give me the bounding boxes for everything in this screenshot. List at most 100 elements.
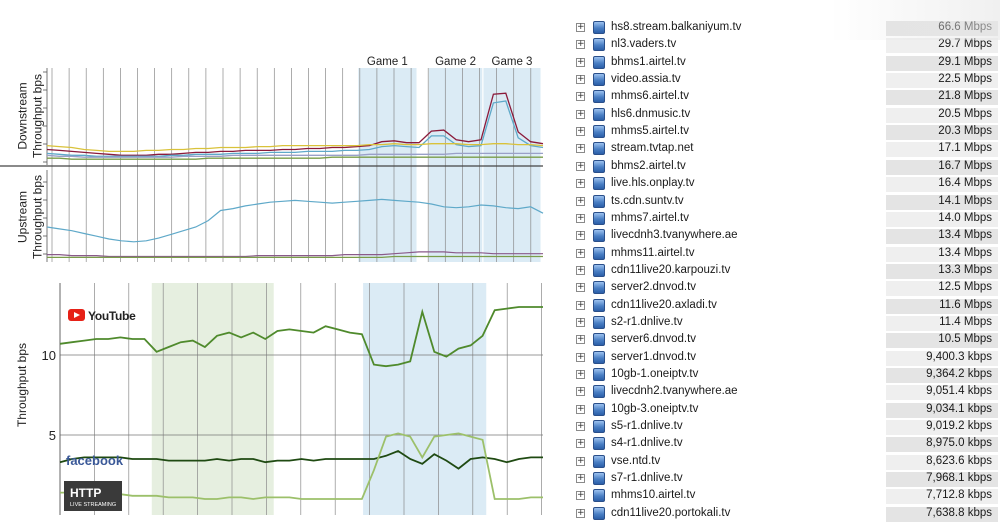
list-item[interactable]: + nl3.vaders.tv 29.7 Mbps <box>572 37 1000 54</box>
list-item[interactable]: + vse.ntd.tv 8,623.6 kbps <box>572 454 1000 471</box>
list-item[interactable]: + cdn11live20.portokali.tv 7,638.8 kbps <box>572 506 1000 523</box>
list-item[interactable]: + bhms1.airtel.tv 29.1 Mbps <box>572 55 1000 72</box>
host-icon <box>593 211 605 225</box>
downstream-line-series-3 <box>46 143 544 153</box>
expand-icon[interactable]: + <box>576 126 585 137</box>
host-icon <box>593 229 605 243</box>
host-rate: 10.5 Mbps <box>886 333 998 349</box>
list-item[interactable]: + hs8.stream.balkaniyum.tv 66.6 Mbps <box>572 20 1000 37</box>
expand-icon[interactable]: + <box>576 212 585 223</box>
host-name: bhms2.airtel.tv <box>611 159 686 172</box>
list-item[interactable]: + hls6.dnmusic.tv 20.5 Mbps <box>572 107 1000 124</box>
host-icon <box>593 368 605 381</box>
expand-icon[interactable]: + <box>576 473 585 484</box>
expand-icon[interactable]: + <box>576 143 585 154</box>
host-rate: 14.0 Mbps <box>886 211 998 227</box>
list-item[interactable]: + stream.tvtap.net 17.1 Mbps <box>572 141 1000 158</box>
hls-badge-title: HTTP <box>70 486 101 500</box>
expand-icon[interactable]: + <box>576 369 585 379</box>
expand-icon[interactable]: + <box>576 160 585 171</box>
host-rate: 21.8 Mbps <box>886 90 998 106</box>
list-item[interactable]: + bhms2.airtel.tv 16.7 Mbps <box>572 159 1000 176</box>
streaming-line-http-live-streaming <box>60 432 543 500</box>
host-rate: 16.4 Mbps <box>886 177 998 193</box>
list-item[interactable]: + video.assia.tv 22.5 Mbps <box>572 72 1000 89</box>
host-rate: 7,968.1 kbps <box>886 472 998 488</box>
host-name: nl3.vaders.tv <box>611 38 677 51</box>
list-item[interactable]: + mhms6.airtel.tv 21.8 Mbps <box>572 89 1000 106</box>
expand-icon[interactable]: + <box>576 264 585 275</box>
expand-icon[interactable]: + <box>576 282 585 293</box>
expand-icon[interactable]: + <box>576 91 585 102</box>
host-name: live.hls.onplay.tv <box>611 177 695 190</box>
expand-icon[interactable]: + <box>576 299 585 310</box>
expand-icon[interactable]: + <box>576 490 585 501</box>
host-icon <box>593 472 605 486</box>
host-rate: 8,975.0 kbps <box>886 437 998 453</box>
host-rate: 9,364.2 kbps <box>886 368 998 383</box>
expand-icon[interactable]: + <box>576 74 585 85</box>
list-item[interactable]: + s2-r1.dnlive.tv 11.4 Mbps <box>572 315 1000 332</box>
hls-badge-bg <box>64 481 122 511</box>
list-item[interactable]: + cdn11live20.axladi.tv 11.6 Mbps <box>572 298 1000 315</box>
host-rate: 29.1 Mbps <box>886 55 998 71</box>
list-item[interactable]: + mhms5.airtel.tv 20.3 Mbps <box>572 124 1000 141</box>
list-item[interactable]: + s4-r1.dnlive.tv 8,975.0 kbps <box>572 436 1000 453</box>
host-rate: 11.6 Mbps <box>886 298 998 314</box>
youtube-logo: YouTube <box>68 309 136 323</box>
list-item[interactable]: + livecdnh3.tvanywhere.ae 13.4 Mbps <box>572 228 1000 245</box>
expand-icon[interactable]: + <box>576 507 585 518</box>
downstream-line-series-1 <box>46 92 544 156</box>
expand-icon[interactable]: + <box>576 39 585 50</box>
list-item[interactable]: + mhms7.airtel.tv 14.0 Mbps <box>572 211 1000 228</box>
list-item[interactable]: + ts.cdn.suntv.tv 14.1 Mbps <box>572 194 1000 211</box>
expand-icon[interactable]: + <box>576 22 585 32</box>
list-item[interactable]: +10gb-3.oneiptv.tv 9,034.1 kbps <box>572 402 1000 419</box>
expand-icon[interactable]: + <box>576 56 585 67</box>
streaming-chart: 5 10 Throughput bps YouTube facebook HTTP LIVE… <box>15 283 543 515</box>
host-icon <box>593 281 605 295</box>
list-item[interactable]: + livecdnh2.tvanywhere.ae 9,051.4 kbps <box>572 384 1000 401</box>
list-item[interactable]: + server6.dnvod.tv 10.5 Mbps <box>572 332 1000 349</box>
host-rate: 12.5 Mbps <box>886 281 998 297</box>
downstream-y-label-line: Throughput bps <box>31 74 45 158</box>
youtube-play-triangle <box>74 312 80 318</box>
host-rate: 8,623.6 kbps <box>886 454 998 470</box>
list-item[interactable]: + s7-r1.dnlive.tv 7,968.1 kbps <box>572 471 1000 488</box>
host-icon <box>593 21 605 34</box>
list-item[interactable]: + live.hls.onplay.tv 16.4 Mbps <box>572 176 1000 193</box>
expand-icon[interactable]: + <box>576 247 585 258</box>
list-item[interactable]: + server2.dnvod.tv 12.5 Mbps <box>572 280 1000 297</box>
downstream-line-series-5 <box>47 156 543 160</box>
expand-icon[interactable]: + <box>576 316 585 327</box>
expand-icon[interactable]: + <box>576 403 585 414</box>
host-icon <box>593 315 605 329</box>
expand-icon[interactable]: + <box>576 351 585 362</box>
host-name: 10gb-1.oneiptv.tv <box>611 368 699 380</box>
list-item[interactable]: +10gb-1.oneiptv.tv 9,364.2 kbps <box>572 367 1000 384</box>
expand-icon[interactable]: + <box>576 195 585 206</box>
host-name: livecdnh2.tvanywhere.ae <box>611 385 738 398</box>
host-name: mhms5.airtel.tv <box>611 125 689 138</box>
host-rate: 7,712.8 kbps <box>886 489 998 505</box>
list-item[interactable]: + mhms11.airtel.tv 13.4 Mbps <box>572 246 1000 263</box>
list-item[interactable]: + server1.dnvod.tv 9,400.3 kbps <box>572 350 1000 367</box>
host-name: s2-r1.dnlive.tv <box>611 315 683 328</box>
expand-icon[interactable]: + <box>576 386 585 397</box>
expand-icon[interactable]: + <box>576 421 585 432</box>
expand-icon[interactable]: + <box>576 438 585 449</box>
host-icon <box>593 506 605 520</box>
expand-icon[interactable]: + <box>576 108 585 119</box>
host-name: server6.dnvod.tv <box>611 333 697 346</box>
list-item[interactable]: + cdn11live20.karpouzi.tv 13.3 Mbps <box>572 263 1000 280</box>
hls-badge: HTTP LIVE STREAMING <box>64 481 122 511</box>
list-item[interactable]: + s5-r1.dnlive.tv 9,019.2 kbps <box>572 419 1000 436</box>
host-name: stream.tvtap.net <box>611 142 694 155</box>
list-item[interactable]: + mhms10.airtel.tv 7,712.8 kbps <box>572 488 1000 505</box>
expand-icon[interactable]: + <box>576 230 585 241</box>
expand-icon[interactable]: + <box>576 334 585 345</box>
facebook-label: facebook <box>66 453 124 468</box>
expand-icon[interactable]: + <box>576 178 585 189</box>
hls-badge-subtitle: LIVE STREAMING <box>70 502 116 508</box>
expand-icon[interactable]: + <box>576 455 585 466</box>
